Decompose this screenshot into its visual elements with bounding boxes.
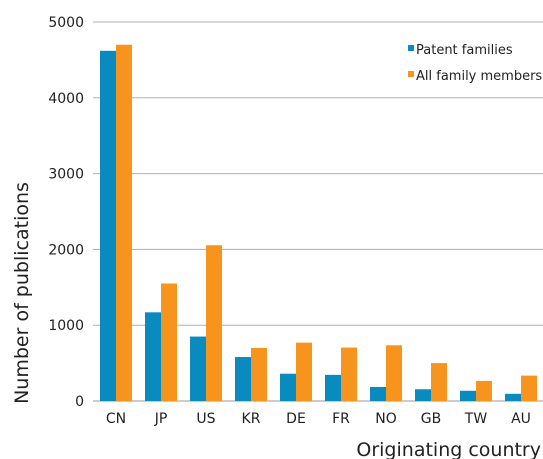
x-tick-label: DE (286, 411, 306, 427)
bar-all-family-members-kr (251, 347, 267, 401)
x-tick-label: FR (332, 411, 350, 427)
x-tick-label: NO (375, 411, 397, 427)
y-tick-label: 3000 (48, 167, 84, 183)
x-axis-title: Originating country (356, 439, 541, 459)
bar-all-family-members-fr (341, 347, 357, 401)
bar-patent-families-jp (145, 312, 161, 401)
bar-patent-families-us (190, 336, 206, 401)
bar-patent-families-fr (325, 374, 341, 401)
bar-all-family-members-gb (431, 363, 447, 401)
legend-label-patent-families: Patent families (416, 43, 513, 58)
bar-all-family-members-tw (476, 380, 492, 401)
bar-all-family-members-cn (116, 44, 132, 402)
bar-all-family-members-jp (161, 283, 177, 401)
y-tick-label: 1000 (48, 318, 84, 334)
bar-all-family-members-au (521, 375, 537, 401)
x-tick-label: KR (242, 411, 261, 427)
x-tick-label: GB (421, 411, 441, 427)
bar-patent-families-no (370, 386, 386, 401)
x-tick-label: JP (154, 411, 168, 427)
y-axis-ticks: 0 1000 2000 3000 4000 5000 (48, 15, 84, 410)
bar-patent-families-de (280, 373, 296, 401)
y-tick-label: 4000 (48, 91, 84, 107)
bar-all-family-members-us (206, 245, 222, 401)
bar-patent-families-kr (235, 357, 251, 401)
bar-patent-families-tw (460, 390, 476, 401)
x-tick-label: AU (511, 411, 531, 427)
y-tick-label: 5000 (48, 15, 84, 31)
x-tick-label: CN (106, 411, 126, 427)
x-tick-label: TW (464, 411, 488, 427)
legend-swatch-all-family-members (408, 71, 414, 77)
legend: Patent families All family members (408, 43, 542, 84)
bar-patent-families-gb (415, 389, 431, 401)
bar-patent-families-cn (100, 50, 116, 401)
bar-patent-families-au (505, 393, 521, 401)
x-axis-ticks: CN JP US KR DE FR NO GB TW AU (106, 411, 531, 427)
x-tick-label: US (196, 411, 215, 427)
legend-label-all-family-members: All family members (416, 69, 542, 84)
bars (100, 44, 537, 402)
bar-all-family-members-no (386, 345, 402, 401)
bar-all-family-members-de (296, 342, 312, 401)
y-tick-label: 2000 (48, 242, 84, 258)
legend-swatch-patent-families (408, 45, 414, 51)
y-tick-label: 0 (75, 394, 84, 410)
y-axis-title: Number of publications (11, 182, 33, 404)
